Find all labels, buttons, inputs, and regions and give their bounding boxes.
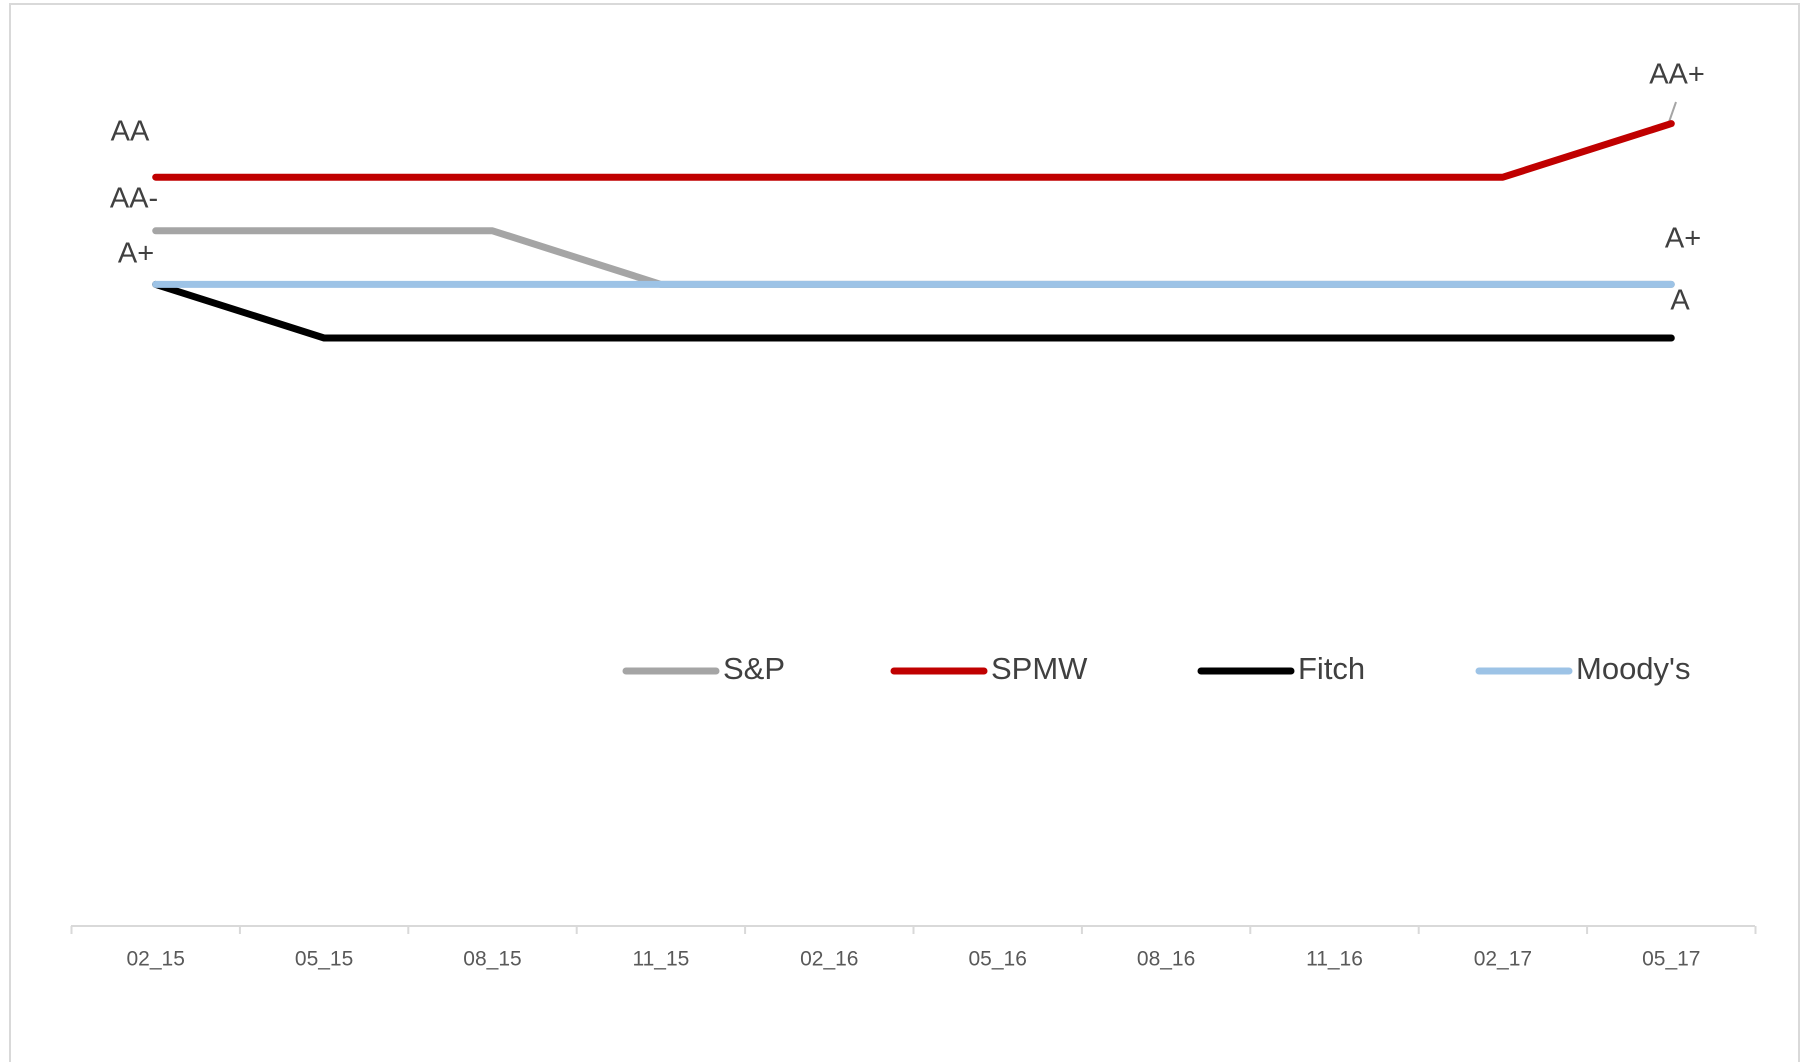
leader-line <box>1668 101 1677 123</box>
legend-label: S&P <box>723 651 785 686</box>
x-tick-label: 02_17 <box>1474 948 1532 971</box>
x-tick-label: 02_16 <box>800 948 858 971</box>
series-line <box>152 120 1675 181</box>
x-tick-label: 05_17 <box>1642 948 1700 971</box>
x-tick-label: 08_16 <box>1137 948 1195 971</box>
data-label: A <box>1670 285 1690 317</box>
data-label: AA- <box>110 183 158 215</box>
series-line <box>152 280 1675 342</box>
legend-label: SPMW <box>991 651 1088 686</box>
chart-frame <box>9 3 1800 1062</box>
data-label: AA <box>111 116 150 148</box>
legend-label: Moody's <box>1576 651 1690 686</box>
legend-label: Fitch <box>1298 651 1365 686</box>
x-tick-label: 11_16 <box>1306 948 1363 971</box>
data-label: AA+ <box>1649 59 1705 91</box>
x-tick-label: 11_15 <box>632 948 689 971</box>
x-tick-label: 02_15 <box>126 948 184 971</box>
data-label: A+ <box>118 238 154 270</box>
data-label: A+ <box>1665 223 1701 255</box>
x-tick-label: 05_16 <box>968 948 1026 971</box>
x-tick-label: 08_15 <box>463 948 521 971</box>
x-tick-label: 05_15 <box>295 948 353 971</box>
